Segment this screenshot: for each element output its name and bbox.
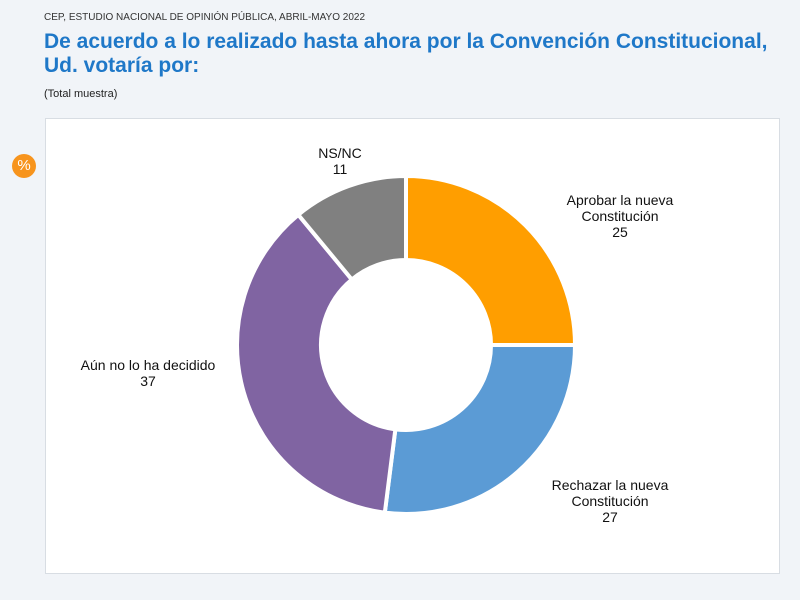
donut-slice-2 [235, 211, 398, 515]
slice-label-2: Aún no lo ha decidido 37 [81, 357, 216, 389]
donut-slice-3 [295, 173, 408, 283]
chart-title: De acuerdo a lo realizado hasta ahora po… [44, 30, 768, 77]
slice-label-0: Aprobar la nueva Constitución 25 [567, 192, 674, 240]
donut-slice-0 [404, 173, 578, 347]
source-line: CEP, ESTUDIO NACIONAL DE OPINIÓN PÚBLICA… [44, 12, 366, 23]
slice-label-3: NS/NC 11 [318, 145, 362, 177]
donut-slice-1 [382, 343, 578, 516]
chart-subtitle: (Total muestra) [44, 88, 118, 100]
percent-badge-icon: % [12, 154, 36, 178]
slice-label-1: Rechazar la nueva Constitución 27 [552, 477, 669, 525]
